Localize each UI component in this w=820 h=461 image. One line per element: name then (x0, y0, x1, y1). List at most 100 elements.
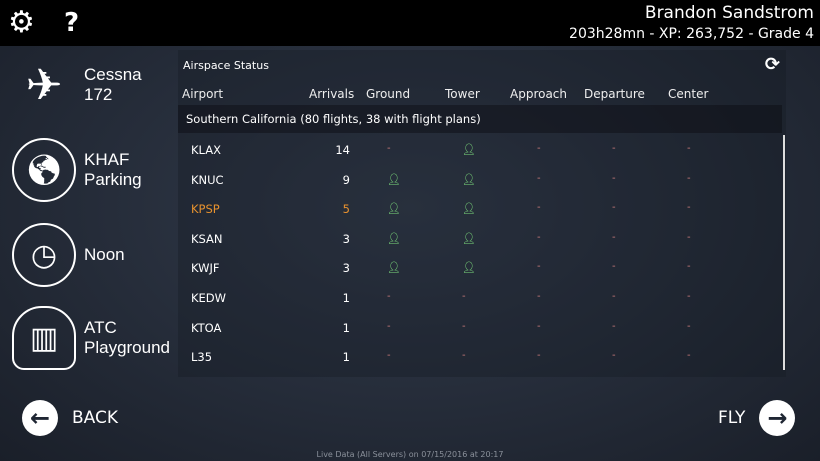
back-button[interactable]: ← BACK (22, 400, 118, 436)
approach-empty: - (537, 291, 541, 302)
arrow-left-icon: ← (22, 400, 58, 436)
ground-empty: - (387, 291, 391, 302)
departure-empty: - (612, 143, 616, 154)
user-stats: 203h28mn - XP: 263,752 - Grade 4 (569, 26, 814, 42)
airport-code: KEDW (191, 291, 227, 305)
col-departure: Departure (584, 87, 645, 101)
tower-empty: - (462, 291, 466, 302)
panel-title: Airspace Status (183, 59, 269, 72)
airport-code: KSAN (191, 231, 223, 246)
col-ground: Ground (366, 87, 411, 101)
departure-empty: - (612, 261, 616, 273)
arrivals-count: 3 (342, 231, 350, 246)
approach-empty: - (537, 231, 541, 243)
clock-icon: ◷ (12, 223, 76, 287)
airport-code: L35 (191, 350, 213, 365)
departure-empty: - (612, 231, 616, 243)
arrivals-count: 14 (335, 143, 350, 157)
airport-code: KWJF (191, 261, 220, 276)
airport-code: KNUC (191, 172, 224, 187)
ground-empty: - (387, 350, 391, 362)
airspace-status-panel: Airspace Status ⟳ Airport Arrivals Groun… (178, 50, 786, 377)
arrivals-count: 1 (342, 350, 350, 365)
airport-code: KLAX (191, 143, 221, 157)
arrivals-count: 3 (342, 261, 350, 276)
gear-icon[interactable]: ⚙ (8, 5, 35, 40)
tower-empty: - (462, 320, 466, 332)
user-name: Brandon Sandstrom (644, 3, 814, 23)
table-row[interactable]: KEDW 1 - - - - - (178, 284, 782, 313)
menu-label: ATC Playground (84, 318, 171, 357)
center-empty: - (687, 143, 691, 154)
ground-empty: - (387, 143, 391, 154)
fly-button[interactable]: FLY → (718, 400, 796, 436)
departure-empty: - (612, 172, 616, 184)
arrivals-count: 1 (342, 320, 350, 335)
departure-empty: - (612, 202, 616, 214)
menu-aircraft[interactable]: ✈ Cessna 172 (12, 50, 172, 120)
approach-empty: - (537, 320, 541, 332)
tower-empty: - (462, 350, 466, 362)
menu-location[interactable]: 🌎︎ KHAF Parking (12, 135, 172, 205)
question-icon[interactable]: ? (64, 8, 80, 38)
airport-code: KPSP (191, 202, 220, 217)
atc-cloud-icon: ▥ (12, 306, 76, 370)
table-row[interactable]: KNUC 9 👤︎ 👤︎ - - - (178, 166, 782, 195)
approach-empty: - (537, 202, 541, 214)
arrow-right-icon: → (759, 400, 796, 436)
menu-atc[interactable]: ▥ ATC Playground (12, 303, 172, 373)
airplane-icon: ✈ (25, 59, 63, 111)
arrivals-count: 1 (342, 291, 350, 305)
table-row[interactable]: KSAN 3 👤︎ 👤︎ - - - (178, 225, 782, 254)
center-empty: - (687, 350, 691, 362)
center-empty: - (687, 202, 691, 214)
approach-empty: - (537, 350, 541, 362)
departure-empty: - (612, 320, 616, 332)
ground-controller-icon: 👤︎ (387, 261, 401, 275)
table-row[interactable]: KWJF 3 👤︎ 👤︎ - - - (178, 254, 782, 283)
approach-empty: - (537, 172, 541, 184)
menu-label: KHAF Parking (84, 150, 142, 189)
table-row[interactable]: KLAX 14 - 👤︎ - - - (178, 136, 782, 165)
airport-code: KTOA (191, 320, 222, 335)
col-airport: Airport (182, 87, 224, 101)
tower-controller-icon: 👤︎ (462, 172, 476, 186)
user-info: Brandon Sandstrom 203h28mn - XP: 263,752… (569, 2, 814, 44)
menu-label: Cessna 172 (84, 65, 142, 104)
region-group-header[interactable]: Southern California (80 flights, 38 with… (178, 105, 782, 133)
menu-label: Noon (84, 245, 125, 264)
col-arrivals: Arrivals (309, 87, 355, 101)
ground-empty: - (387, 320, 391, 332)
tower-controller-icon: 👤︎ (462, 202, 476, 216)
ground-controller-icon: 👤︎ (387, 172, 401, 186)
table-row[interactable]: KPSP 5 👤︎ 👤︎ - - - (178, 195, 782, 224)
arrivals-count: 5 (342, 202, 350, 217)
departure-empty: - (612, 291, 616, 302)
ground-controller-icon: 👤︎ (387, 202, 401, 216)
departure-empty: - (612, 350, 616, 362)
fly-label: FLY (718, 408, 746, 428)
data-source-footer: Live Data (All Servers) on 07/15/2016 at… (316, 450, 504, 459)
tower-controller-icon: 👤︎ (462, 261, 476, 275)
menu-time[interactable]: ◷ Noon (12, 220, 125, 290)
approach-empty: - (537, 261, 541, 273)
approach-empty: - (537, 143, 541, 154)
col-approach: Approach (510, 87, 568, 101)
col-center: Center (668, 87, 709, 101)
scrollbar[interactable] (783, 135, 785, 370)
center-empty: - (687, 172, 691, 184)
top-bar: ⚙ ? Brandon Sandstrom 203h28mn - XP: 263… (0, 0, 820, 46)
col-tower: Tower (445, 87, 480, 101)
ground-controller-icon: 👤︎ (387, 231, 401, 245)
refresh-icon[interactable]: ⟳ (764, 54, 780, 75)
center-empty: - (687, 320, 691, 332)
arrivals-count: 9 (342, 172, 350, 187)
back-label: BACK (72, 408, 119, 428)
table-row[interactable]: KTOA 1 - - - - - (178, 314, 782, 343)
globe-icon: 🌎︎ (12, 138, 76, 202)
tower-controller-icon: 👤︎ (462, 231, 476, 245)
table-row[interactable]: L35 1 - - - - - (178, 343, 782, 372)
center-empty: - (687, 291, 691, 302)
center-empty: - (687, 261, 691, 273)
tower-controller-icon: 👤︎ (462, 143, 476, 156)
